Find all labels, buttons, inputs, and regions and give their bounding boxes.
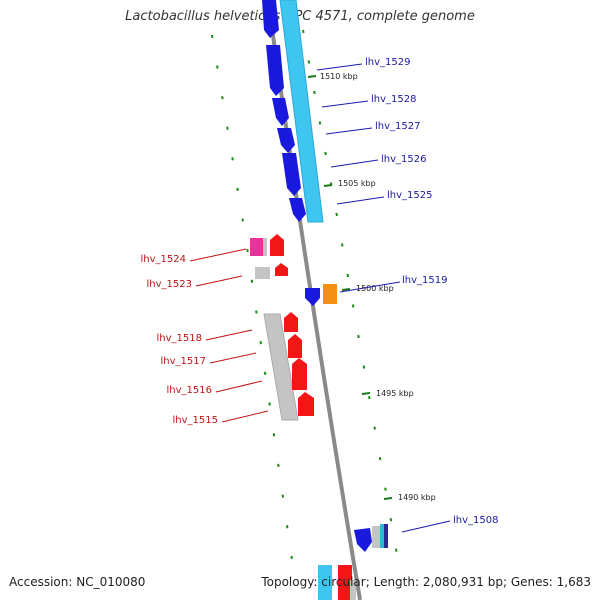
- bottom-track-blue: [318, 565, 332, 600]
- leader-lhv1524: [189, 248, 247, 262]
- tick-label-1510: 1510 kbp: [320, 72, 358, 81]
- gene-arrow-lhv1508-blue: [354, 528, 372, 552]
- label-lhv1519: lhv_1519: [402, 275, 447, 286]
- scale-dots: [211, 29, 399, 561]
- gene-arrow-lhv1525: [289, 198, 306, 222]
- tick-1505: [323, 184, 333, 187]
- leader-lhv1527: [325, 127, 373, 135]
- label-lhv1508: lhv_1508: [453, 515, 498, 526]
- tick-label-1500: 1500 kbp: [356, 284, 394, 293]
- label-lhv1526: lhv_1526: [381, 154, 426, 165]
- gene-box-lhv1508-navy: [384, 524, 388, 548]
- label-lhv1527: lhv_1527: [375, 121, 420, 132]
- leader-lhv1508: [401, 520, 451, 533]
- length-value: 2,080,931 bp: [422, 575, 503, 589]
- bottom-genes[interactable]: [318, 565, 356, 600]
- genes-value: 1,683: [556, 575, 591, 589]
- leader-lhv1515: [221, 410, 269, 423]
- genes-label: Genes:: [510, 575, 553, 589]
- leader-lhv1525: [336, 196, 385, 205]
- gene-arrow-lhv1516: [292, 358, 307, 390]
- accession-label: Accession:: [9, 575, 73, 589]
- gene-box-lhv1508-gray: [372, 526, 380, 548]
- accession-info: Accession: NC_010080: [9, 575, 145, 589]
- label-lhv1528: lhv_1528: [371, 94, 416, 105]
- label-lhv1525: lhv_1525: [387, 190, 432, 201]
- gene-group-lhv1519[interactable]: [305, 284, 337, 306]
- gene-group-lhv1508[interactable]: [354, 524, 388, 552]
- outer-scale-ring: [302, 29, 399, 561]
- label-lhv1516: lhv_1516: [167, 385, 212, 396]
- gene-arrow-lhv1518: [284, 312, 298, 332]
- tick-1495: [361, 392, 371, 395]
- label-lhv1524: lhv_1524: [141, 254, 186, 265]
- reverse-gene-labels[interactable]: lhv_1524 lhv_1523 lhv_1518 lhv_1517 lhv_…: [141, 248, 269, 426]
- topology-value: circular: [321, 575, 366, 589]
- scale-ticks: 1510 kbp 1505 kbp 1500 kbp 1495 kbp 1490…: [307, 72, 436, 502]
- gene-arrow-lhv1529-b: [266, 45, 284, 96]
- genome-summary: Topology: circular; Length: 2,080,931 bp…: [261, 575, 591, 589]
- bottom-track-red: [338, 565, 352, 600]
- gene-group-lhv1523[interactable]: [255, 263, 288, 279]
- forward-gene-labels[interactable]: lhv_1529 lhv_1528 lhv_1527 lhv_1526 lhv_…: [316, 57, 498, 533]
- tick-label-1495: 1495 kbp: [376, 389, 414, 398]
- topology-label: Topology:: [261, 575, 318, 589]
- tick-1490: [383, 497, 393, 500]
- label-lhv1518: lhv_1518: [157, 333, 202, 344]
- tick-1510: [307, 75, 317, 78]
- accession-value: NC_010080: [76, 575, 146, 589]
- leader-lhv1529: [316, 63, 363, 71]
- gene-arrow-lhv1528: [272, 98, 289, 126]
- separator-1: ;: [365, 575, 374, 589]
- map-title: Lactobacillus helveticus DPC 4571, compl…: [125, 9, 475, 24]
- gene-arrow-lhv1527: [277, 128, 295, 153]
- reverse-track-bar: [263, 313, 299, 421]
- tick-1500: [341, 288, 351, 291]
- tick-label-1505: 1505 kbp: [338, 179, 376, 188]
- leader-lhv1518: [205, 329, 253, 341]
- label-lhv1523: lhv_1523: [147, 279, 192, 290]
- gene-box-lhv1519-orange: [323, 284, 337, 304]
- label-lhv1517: lhv_1517: [161, 356, 206, 367]
- length-label: Length:: [373, 575, 420, 589]
- leader-lhv1516: [215, 380, 263, 393]
- forward-genes-block[interactable]: [262, 0, 306, 222]
- gene-arrow-lhv1526: [282, 153, 301, 196]
- bottom-track-gray: [350, 580, 356, 600]
- separator-2: ;: [502, 575, 511, 589]
- gene-arrow-lhv1517: [288, 334, 302, 358]
- gene-box-lhv1524-pink: [250, 238, 264, 256]
- gene-arrow-lhv1519-blue: [305, 288, 320, 306]
- gene-arrow-lhv1529-a: [262, 0, 279, 38]
- leader-lhv1526: [330, 159, 379, 168]
- leader-lhv1528: [321, 100, 369, 108]
- gene-box-lhv1508-teal: [380, 524, 384, 548]
- gene-arrow-lhv1523-red: [275, 263, 288, 276]
- label-lhv1515: lhv_1515: [173, 415, 218, 426]
- gene-box-lhv1524-gray: [263, 238, 267, 256]
- gene-box-lhv1523-gray: [255, 267, 270, 279]
- tick-label-1490: 1490 kbp: [398, 493, 436, 502]
- leader-lhv1523: [195, 275, 243, 287]
- gene-group-lhv1524[interactable]: [250, 234, 284, 256]
- label-lhv1529: lhv_1529: [365, 57, 410, 68]
- gene-arrow-lhv1515: [298, 392, 314, 416]
- leader-lhv1517: [209, 352, 257, 364]
- gene-arrow-lhv1524-red: [270, 234, 284, 256]
- reverse-genes-block[interactable]: [263, 312, 314, 421]
- forward-track-bar-top: [279, 0, 324, 223]
- leader-lhv1519: [339, 281, 401, 293]
